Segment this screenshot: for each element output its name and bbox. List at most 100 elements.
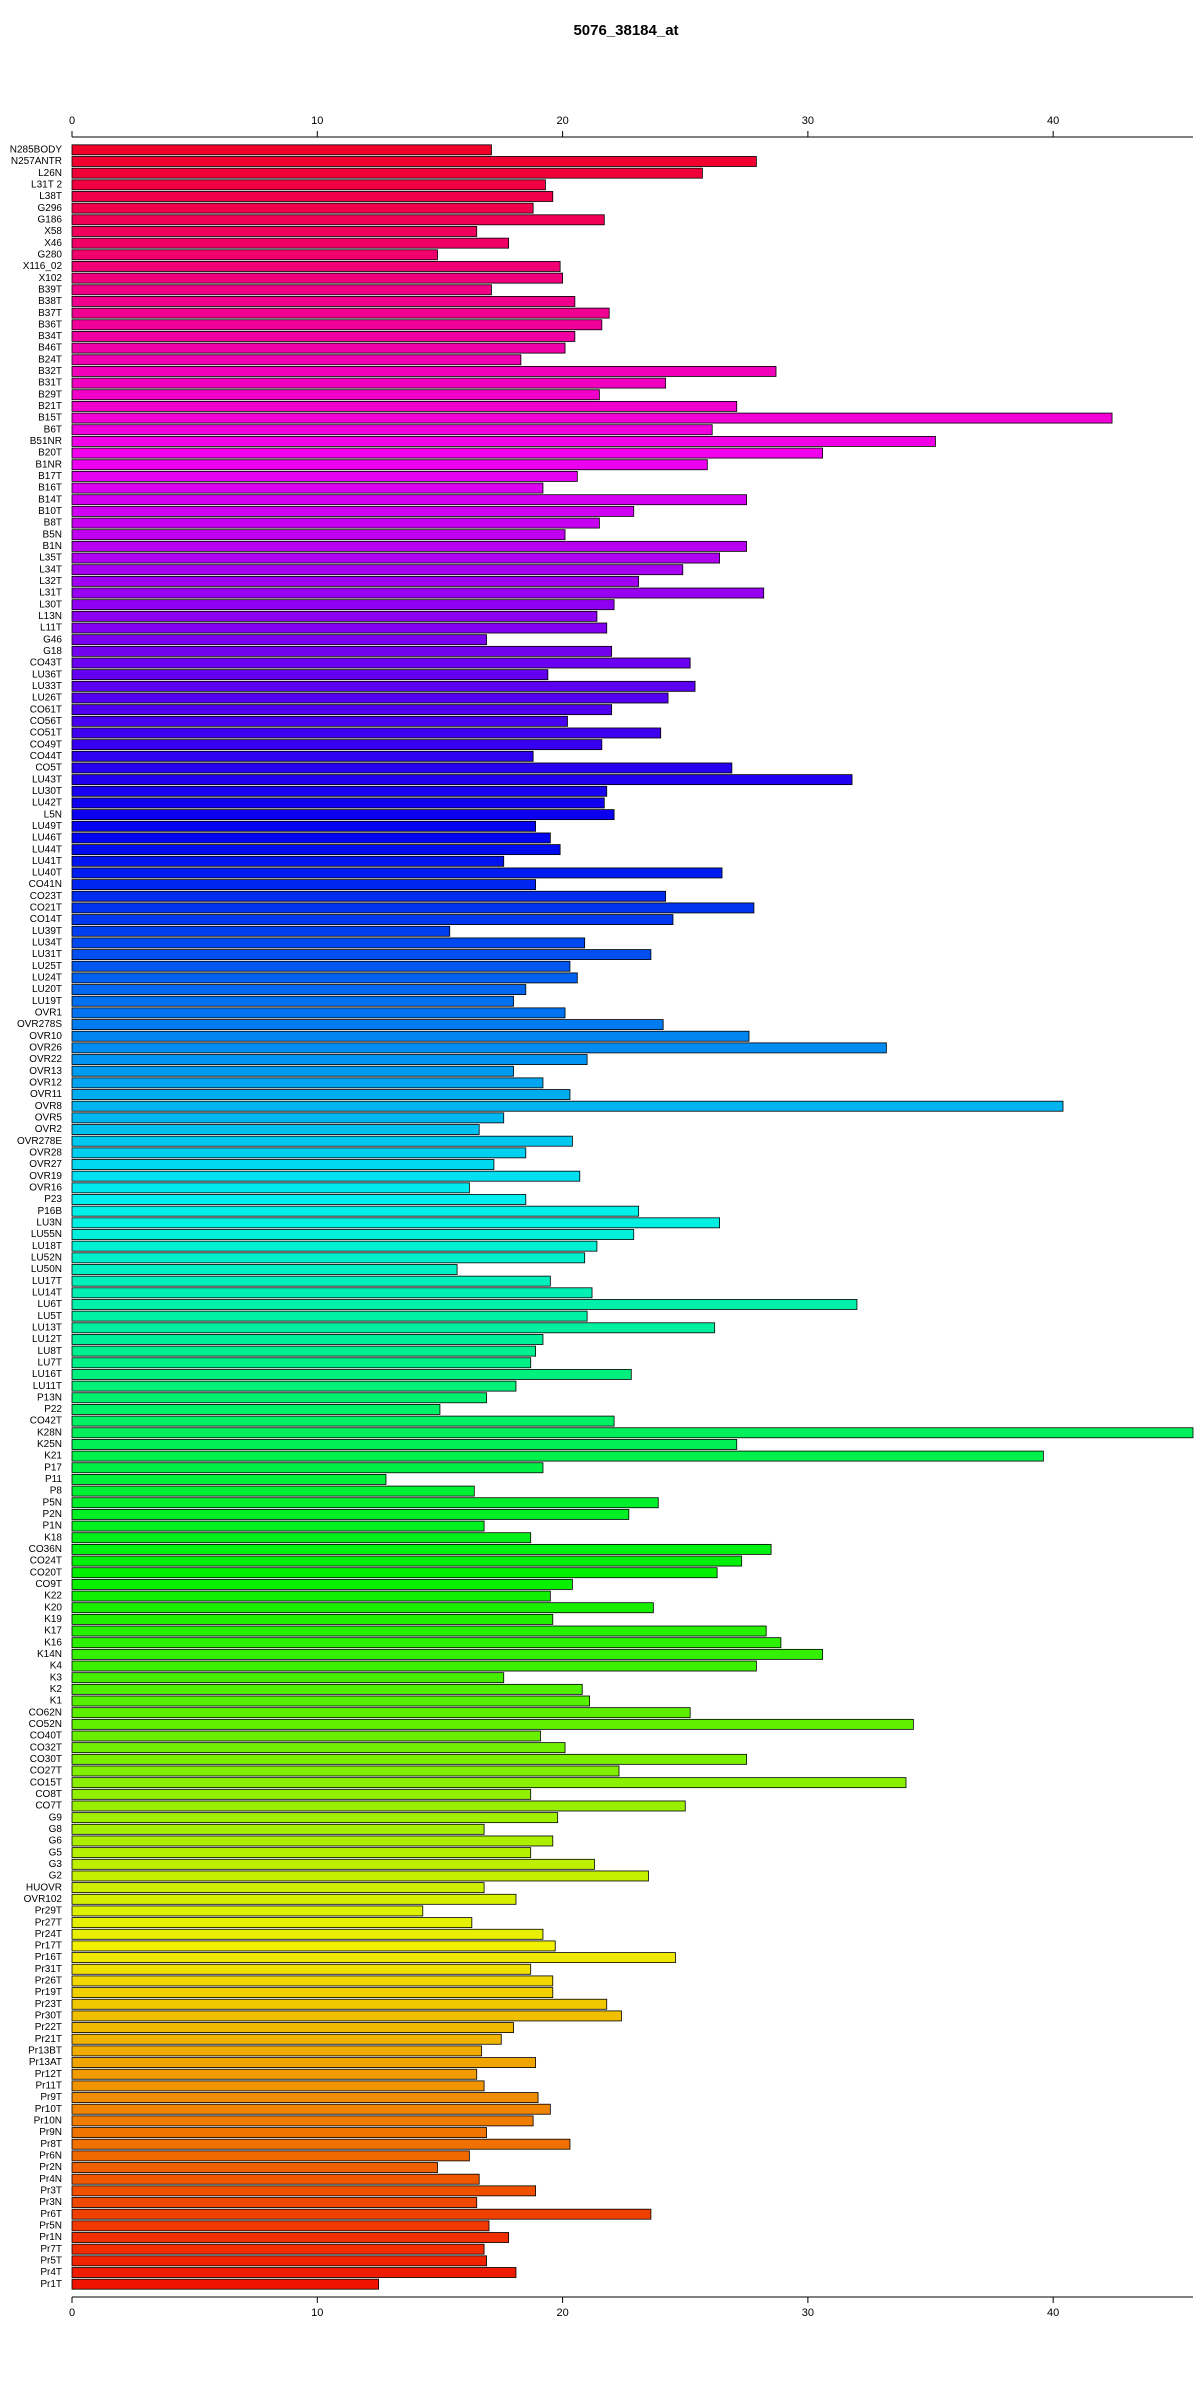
y-tick-label: B15T: [38, 413, 62, 424]
y-tick-label: OVR2: [35, 1124, 63, 1135]
bar: [71, 1042, 887, 1054]
bar: [71, 1987, 554, 1999]
y-tick-label: G5: [49, 1847, 63, 1858]
bar: [71, 692, 669, 704]
bar: [71, 925, 451, 937]
bar: [71, 2208, 652, 2220]
bar: [71, 366, 777, 377]
bar: [71, 1159, 495, 1170]
bar: [71, 226, 478, 237]
bar: [71, 1170, 581, 1182]
bar: [71, 389, 600, 401]
y-tick-label: OVR12: [29, 1078, 62, 1089]
y-tick-label: G6: [49, 1836, 63, 1847]
y-tick-label: CO52N: [29, 1719, 62, 1730]
bar: [71, 1089, 571, 1100]
y-tick-label: L5N: [44, 809, 62, 820]
y-tick-label: CO5T: [35, 763, 62, 774]
bar: [71, 1707, 691, 1719]
y-tick-label: OVR10: [29, 1031, 62, 1042]
y-tick-label: B46T: [38, 343, 62, 354]
bar: [71, 1497, 659, 1509]
y-tick-label: HUOVR: [26, 1882, 62, 1893]
bar: [71, 2220, 490, 2232]
y-tick-label: L38T: [39, 191, 62, 202]
bar: [71, 1660, 757, 1672]
bar: [71, 1917, 473, 1929]
bar: [71, 680, 696, 692]
y-tick-label: CO49T: [30, 739, 62, 750]
y-tick-label: Pr21T: [35, 2034, 62, 2045]
bar: [71, 564, 684, 576]
y-tick-label: Pr6N: [39, 2151, 62, 2162]
y-tick-label: P16B: [38, 1206, 63, 1217]
bar: [71, 1835, 554, 1847]
bar: [71, 1404, 441, 1415]
y-tick-label: B1N: [43, 541, 62, 552]
y-tick-label: G280: [38, 249, 63, 260]
y-tick-label: B10T: [38, 506, 62, 517]
bar: [71, 540, 747, 552]
y-tick-label: L31T: [39, 588, 62, 599]
x-tick-label: 30: [802, 115, 814, 127]
bar: [71, 2278, 380, 2290]
bar: [71, 412, 1113, 424]
y-tick-label: Pr22T: [35, 2022, 62, 2033]
y-tick-label: Pr1N: [39, 2232, 62, 2243]
bar: [71, 144, 492, 156]
y-tick-label: LU40T: [32, 868, 62, 879]
bar: [71, 715, 568, 727]
y-tick-label: B20T: [38, 448, 62, 459]
y-tick-label: G186: [38, 214, 63, 225]
bar: [71, 1229, 635, 1240]
bar: [71, 1777, 907, 1789]
y-tick-label: B31T: [38, 378, 62, 389]
chart-title: 5076_38184_at: [573, 22, 678, 39]
y-tick-label: Pr6T: [40, 2209, 62, 2220]
bar: [71, 879, 537, 891]
bar: [71, 1637, 782, 1649]
bar: [71, 214, 605, 226]
y-tick-label: CO42T: [30, 1416, 62, 1427]
y-tick-label: B51NR: [30, 436, 62, 447]
y-tick-label: Pr4T: [40, 2267, 62, 2278]
bar: [71, 914, 674, 926]
y-tick-label: L34T: [39, 564, 62, 575]
y-tick-label: Pr30T: [35, 2011, 62, 2022]
y-tick-label: Pr9T: [40, 2092, 62, 2103]
y-tick-label: OVR1: [35, 1008, 63, 1019]
y-tick-label: LU33T: [32, 681, 62, 692]
x-tick-label: 0: [69, 2307, 75, 2319]
bar: [71, 2127, 487, 2138]
y-tick-label: OVR5: [35, 1113, 63, 1124]
y-tick-label: P2N: [43, 1509, 62, 1520]
bar: [71, 1124, 480, 1135]
y-tick-label: B24T: [38, 354, 62, 365]
bar: [71, 2092, 539, 2103]
bar: [71, 1135, 573, 1147]
y-tick-label: CO56T: [30, 716, 62, 727]
y-tick-label: LU8T: [38, 1346, 62, 1357]
y-tick-label: LU20T: [32, 984, 62, 995]
y-tick-label: LU55N: [31, 1229, 62, 1240]
y-tick-label: K3: [50, 1672, 63, 1683]
y-tick-label: LU49T: [32, 821, 62, 832]
bar: [71, 1555, 743, 1567]
y-tick-label: LU46T: [32, 833, 62, 844]
x-tick-label: 30: [802, 2307, 814, 2319]
y-tick-label: Pr1T: [40, 2279, 62, 2290]
bar: [71, 354, 522, 366]
bar: [71, 331, 576, 342]
bar: [71, 669, 549, 681]
y-tick-label: B32T: [38, 366, 62, 377]
y-tick-label: K14N: [37, 1649, 62, 1660]
bar: [71, 844, 561, 856]
y-tick-label: B37T: [38, 308, 62, 319]
y-tick-label: LU12T: [32, 1334, 62, 1345]
bar: [71, 1893, 517, 1905]
bar: [71, 1147, 527, 1159]
bar: [71, 1415, 615, 1427]
x-tick-label: 20: [556, 115, 568, 127]
y-tick-label: CO15T: [30, 1777, 62, 1788]
bar: [71, 1695, 590, 1707]
